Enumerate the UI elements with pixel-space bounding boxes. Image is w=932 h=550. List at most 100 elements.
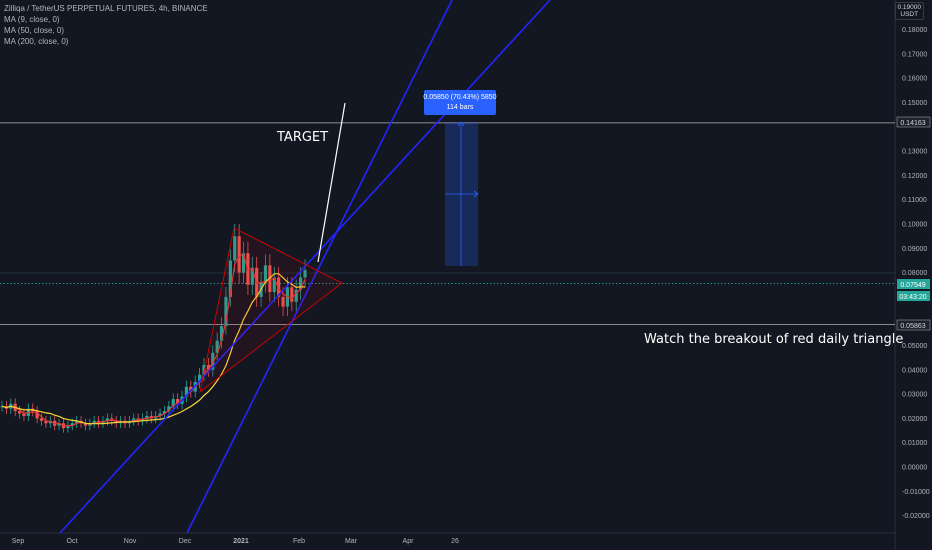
trendline-1 (59, 0, 551, 534)
level-high-label: 0.14163 (900, 120, 925, 127)
chart-legend: Zilliqa / TetherUS PERPETUAL FUTURES, 4h… (4, 3, 208, 47)
candle-body-13 (57, 423, 61, 426)
y-tick-label-16: -0.01000 (902, 489, 930, 496)
current-price-label: 0.07549 (900, 282, 925, 289)
candle-body-24 (105, 418, 109, 421)
level-high-tag (896, 116, 931, 128)
ma9-line (1, 253, 306, 427)
candle-body-55 (241, 253, 246, 273)
ma50-line (1, 273, 306, 425)
moving-averages (1, 253, 306, 427)
legend-ma50[interactable]: MA (50, close, 0) (4, 26, 65, 35)
currency-selector[interactable]: 0.19000 USDT (894, 2, 924, 20)
y-tick-label-15: 0.00000 (902, 465, 927, 472)
legend-title[interactable]: Zilliqa / TetherUS PERPETUAL FUTURES, 4h… (4, 4, 208, 13)
candle-body-38 (167, 406, 171, 412)
y-tick-label-1: 0.17000 (902, 51, 927, 58)
candle-body-67 (294, 289, 298, 302)
candle-body-8 (35, 411, 39, 419)
countdown-label: 03:43:20 (899, 294, 926, 301)
candle-body-36 (158, 413, 162, 416)
y-tick-label-4: 0.13000 (902, 149, 927, 156)
target-projection-line (317, 102, 346, 263)
candle-body-10 (44, 420, 48, 424)
x-axis-ticks: Sep Oct Nov Dec 2021 Feb Mar Apr 26 (12, 538, 459, 545)
candle-body-60 (263, 265, 268, 283)
target-label[interactable]: TARGET (276, 130, 328, 145)
candle-body-5 (22, 413, 26, 416)
y-tick-label-11: 0.04000 (902, 367, 927, 374)
currency-unit: USDT (900, 11, 919, 18)
measure-label-box[interactable] (424, 90, 496, 115)
x-tick-label-7: Apr (403, 538, 415, 545)
y-tick-label-0: 0.18000 (902, 27, 927, 34)
y-tick-label-7: 0.10000 (902, 222, 927, 229)
candle-body-39 (171, 398, 175, 407)
y-tick-label-6: 0.11000 (902, 197, 927, 204)
y-tick-label-14: 0.01000 (902, 440, 927, 447)
candle-body-64 (281, 296, 285, 307)
current-price-tag (897, 279, 930, 289)
candle-body-43 (189, 386, 193, 392)
measure-label-line1: 0.05850 (70.43%) 5850 (423, 94, 496, 101)
y-tick-label-9: 0.08000 (902, 270, 927, 277)
candle-body-16 (70, 423, 74, 426)
x-tick-label-1: Oct (67, 538, 78, 545)
drawings-layer (59, 0, 551, 534)
candle-body-52 (228, 260, 232, 297)
x-tick-label-4: 2021 (233, 538, 249, 545)
candle-body-4 (17, 411, 22, 414)
currency-top-value: 0.19000 (897, 4, 922, 11)
y-tick-label-2: 0.16000 (902, 76, 927, 83)
x-tick-label-5: Feb (293, 538, 305, 545)
y-tick-label-3: 0.15000 (902, 100, 927, 107)
candle-body-37 (162, 411, 167, 414)
candle-body-69 (303, 270, 307, 278)
candle-body-51 (224, 296, 228, 327)
candle-body-42 (184, 386, 189, 397)
candle-body-49 (215, 340, 219, 353)
trendline-2 (186, 0, 453, 534)
measure-arrow-right (473, 190, 479, 198)
candle-body-15 (66, 425, 70, 429)
countdown-tag (897, 291, 930, 301)
candle-body-21 (92, 420, 96, 424)
candle-body-30 (132, 418, 136, 421)
candle-body-9 (39, 418, 44, 421)
x-tick-label-8: 26 (451, 538, 459, 545)
candle-body-62 (272, 277, 276, 293)
y-tick-label-12: 0.03000 (902, 392, 927, 399)
legend-ma200[interactable]: MA (200, close, 0) (4, 37, 69, 46)
candle-body-45 (198, 374, 202, 382)
candle-body-53 (233, 236, 237, 261)
candle-body-46 (202, 364, 206, 375)
candle-body-47 (206, 364, 210, 370)
horizontal-levels (0, 122, 895, 325)
candle-body-17 (75, 420, 79, 424)
x-tick-label-0: Sep (12, 538, 25, 545)
candle-body-33 (145, 415, 149, 419)
y-tick-label-10: 0.05000 (902, 343, 927, 350)
red-triangle (199, 227, 343, 394)
candle-body-54 (237, 236, 241, 273)
y-axis-ticks: 0.18000 0.17000 0.16000 0.15000 0.13000 0.120… (902, 27, 930, 520)
candle-body-68 (299, 277, 303, 290)
candle-body-19 (83, 423, 88, 426)
x-tick-label-3: Dec (179, 538, 192, 545)
watch-breakout-label[interactable]: Watch the breakout of red daily triangle (644, 332, 903, 347)
y-tick-label-5: 0.12000 (902, 173, 927, 180)
x-tick-label-2: Nov (124, 538, 137, 545)
y-tick-label-8: 0.09000 (902, 246, 927, 253)
candle-body-50 (219, 326, 224, 341)
level-low-label: 0.05863 (900, 323, 925, 330)
candle-body-66 (290, 287, 294, 302)
legend-ma9[interactable]: MA (9, close, 0) (4, 15, 60, 24)
measure-arrow-up (457, 121, 465, 127)
candle-body-57 (250, 267, 254, 285)
y-tick-label-17: -0.02000 (902, 513, 930, 520)
candle-body-40 (176, 398, 180, 404)
x-tick-label-6: Mar (345, 538, 358, 545)
level-low-tag (896, 319, 931, 331)
y-tick-label-13: 0.02000 (902, 416, 927, 423)
